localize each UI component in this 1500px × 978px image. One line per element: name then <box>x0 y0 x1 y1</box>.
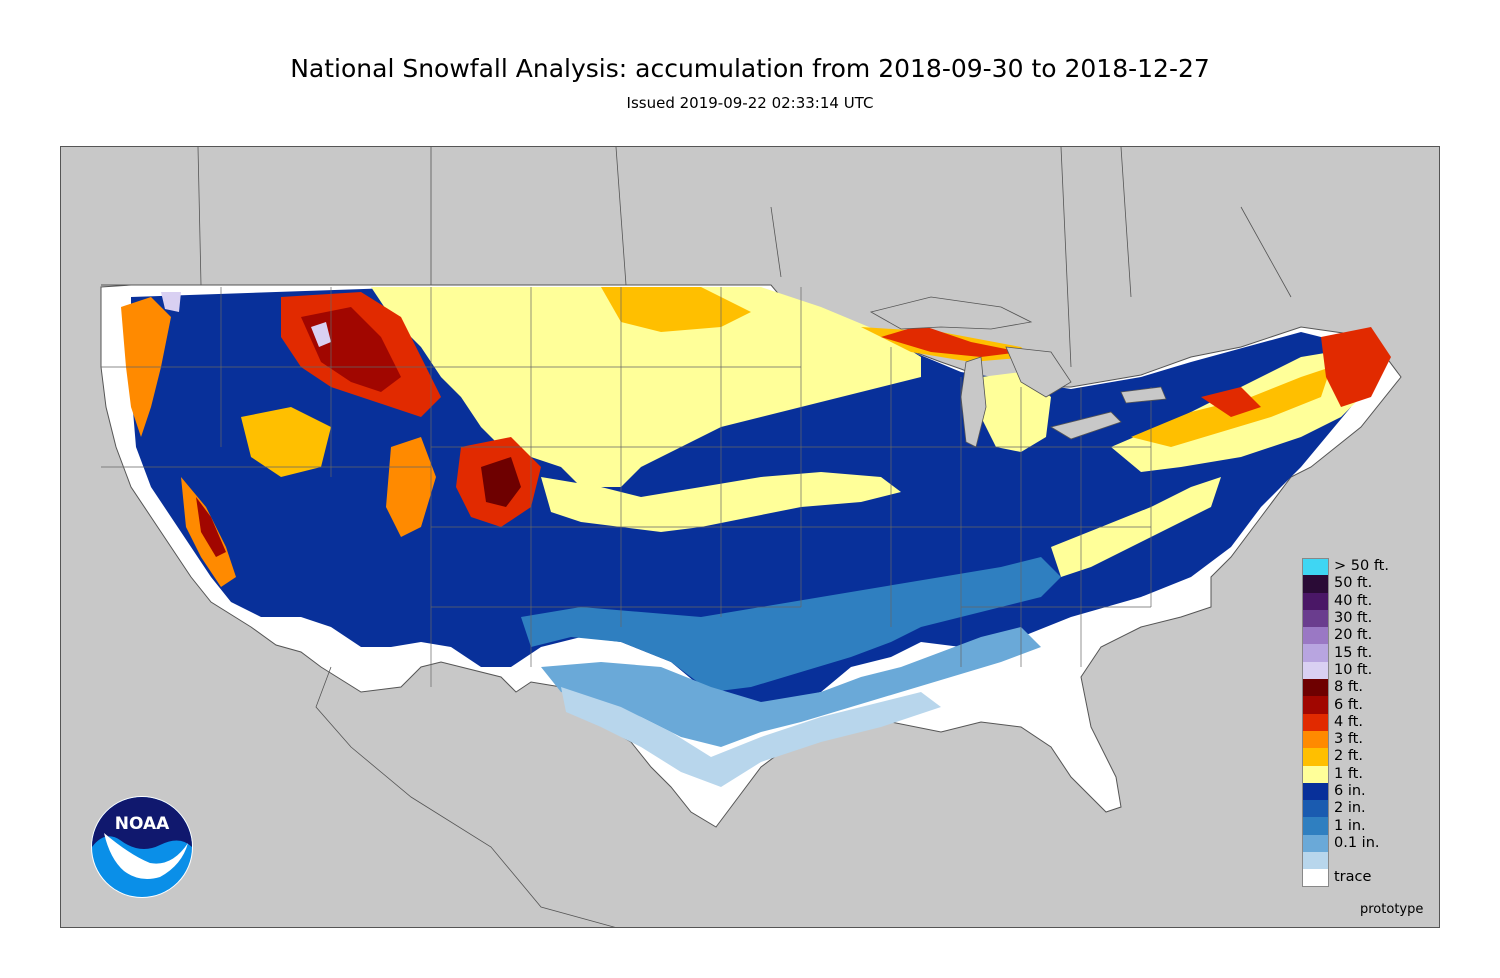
snow-0.1in <box>541 627 1041 747</box>
snow-10ft-idaho-peaks <box>311 322 331 347</box>
snow-1ft-michigan <box>981 372 1051 452</box>
legend-item: 50 ft. <box>1302 575 1389 593</box>
legend-swatch <box>1302 627 1329 645</box>
map-title: National Snowfall Analysis: accumulation… <box>290 54 1210 83</box>
snowfall-map <box>60 146 1440 928</box>
lake-erie <box>1049 411 1122 440</box>
legend-label: 1 ft. <box>1334 765 1363 782</box>
legend-label: 50 ft. <box>1334 575 1373 592</box>
legend-swatch <box>1302 661 1329 680</box>
legend-label: 2 in. <box>1334 800 1366 817</box>
legend-item: 40 ft. <box>1302 592 1389 610</box>
legend-item: 0.1 in. <box>1302 834 1389 853</box>
snow-1ft-north <box>371 287 921 487</box>
legend-swatch <box>1302 765 1329 783</box>
legend-item: 10 ft. <box>1302 661 1389 680</box>
legend-swatch <box>1302 713 1329 731</box>
legend-swatch <box>1302 575 1329 593</box>
legend-item: 20 ft. <box>1302 627 1389 645</box>
legend-label: 6 ft. <box>1334 696 1363 713</box>
legend-label: 10 ft. <box>1334 661 1373 678</box>
snow-2ft-great-basin <box>241 407 331 477</box>
legend-item: 3 ft. <box>1302 730 1389 749</box>
legend-item: 6 ft. <box>1302 696 1389 714</box>
lake-ontario <box>1120 386 1167 404</box>
legend-label: 40 ft. <box>1334 592 1373 609</box>
legend-label: 1 in. <box>1334 817 1366 834</box>
legend-swatch <box>1302 592 1329 610</box>
legend-item: trace <box>1302 869 1389 887</box>
legend-item: 8 ft. <box>1302 679 1389 697</box>
legend-swatch <box>1302 869 1329 887</box>
legend-label: 15 ft. <box>1334 644 1373 661</box>
legend-swatch <box>1302 730 1329 749</box>
legend-label: 30 ft. <box>1334 610 1373 627</box>
legend-label: 6 in. <box>1334 783 1366 799</box>
legend-item <box>1302 852 1389 870</box>
legend-swatch <box>1302 644 1329 662</box>
legend-swatch <box>1302 696 1329 714</box>
legend-swatch <box>1302 609 1329 628</box>
legend-swatch <box>1302 748 1329 766</box>
map-canvas <box>100 147 1402 927</box>
legend-label: 4 ft. <box>1334 713 1363 730</box>
snow-4ft-upper-mi <box>881 325 1021 357</box>
legend-item: 4 ft. <box>1302 713 1389 731</box>
province-lines <box>197 147 1292 368</box>
legend-item: 1 in. <box>1302 817 1389 835</box>
legend-item: 1 ft. <box>1302 765 1389 783</box>
snow-2in <box>521 557 1061 692</box>
snow-6ft-sierra <box>196 497 226 557</box>
legend-label: 8 ft. <box>1334 679 1363 696</box>
legend-label: 3 ft. <box>1334 731 1363 748</box>
legend-swatch <box>1302 852 1329 870</box>
legend-item: 2 ft. <box>1302 748 1389 766</box>
state-borders <box>101 287 1152 687</box>
legend-swatch <box>1302 800 1329 818</box>
legend-label: 2 ft. <box>1334 748 1363 765</box>
snow-3ft-wasatch <box>386 437 436 537</box>
mexico-border <box>315 666 616 927</box>
snow-4ft-adirondacks <box>1201 387 1261 417</box>
legend-swatch <box>1302 679 1329 697</box>
issued-timestamp: Issued 2019-09-22 02:33:14 UTC <box>626 94 874 112</box>
legend-label: 20 ft. <box>1334 627 1373 644</box>
legend-item: 6 in. <box>1302 782 1389 801</box>
legend-swatch <box>1302 834 1329 853</box>
legend-item: 15 ft. <box>1302 644 1389 662</box>
legend-label: > 50 ft. <box>1334 558 1389 575</box>
lake-superior <box>869 296 1033 330</box>
legend-swatch <box>1302 817 1329 835</box>
legend-label: 0.1 in. <box>1334 834 1380 851</box>
legend-swatch <box>1302 558 1329 576</box>
snowfall-legend: > 50 ft. 50 ft. 40 ft. 30 ft. 20 ft. 15 ft. 10… <box>1302 558 1389 887</box>
snow-4ft-maine <box>1321 327 1391 407</box>
lake-michigan <box>960 356 987 448</box>
legend-item: > 50 ft. <box>1302 558 1389 576</box>
noaa-logo: NOAA <box>91 796 193 898</box>
legend-swatch <box>1302 782 1329 801</box>
legend-label: trace <box>1334 869 1372 886</box>
legend-item: 30 ft. <box>1302 609 1389 628</box>
snow-2ft-nd <box>601 287 751 332</box>
prototype-label: prototype <box>1360 902 1424 917</box>
noaa-logo-text: NOAA <box>115 814 170 834</box>
snow-trace-blue <box>561 687 941 787</box>
great-lakes <box>869 296 1167 448</box>
snow-10ft-nw-peaks <box>161 292 181 312</box>
legend-item: 2 in. <box>1302 800 1389 818</box>
snow-8ft-colorado-core <box>481 457 521 507</box>
lake-huron <box>1005 346 1072 398</box>
